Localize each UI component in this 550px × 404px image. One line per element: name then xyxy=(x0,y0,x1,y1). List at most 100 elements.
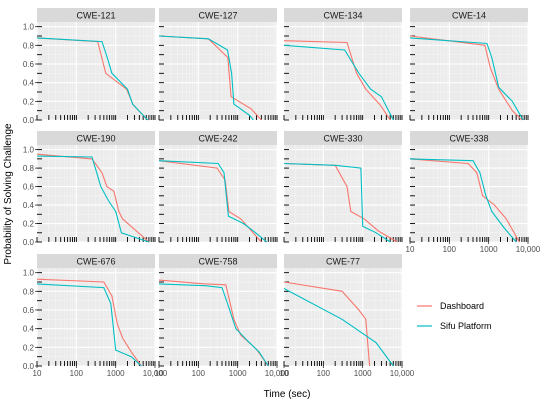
legend-label: Sifu Platform xyxy=(440,321,492,331)
facet-title: CWE-127 xyxy=(198,11,237,21)
x-tick-label: 100 xyxy=(317,369,331,378)
panel-background xyxy=(410,145,528,242)
facet-strip xyxy=(37,8,155,22)
sifu-platform-line xyxy=(36,155,150,243)
facet-panel: CWE-338 10 100 1000 10,000 xyxy=(406,131,541,254)
y-tick-label: 0.6 xyxy=(23,306,35,315)
facet-title: CWE-242 xyxy=(198,134,237,144)
panel-background xyxy=(37,22,155,120)
dashboard-line xyxy=(283,40,391,121)
facet-title: CWE-190 xyxy=(76,134,115,144)
panel-background xyxy=(284,22,402,120)
panel-background xyxy=(284,268,402,366)
x-tick-label: 10 xyxy=(155,369,164,378)
x-tick-label: 10,000 xyxy=(390,369,415,378)
facet-strip xyxy=(284,254,402,268)
y-tick-label: 0.6 xyxy=(23,183,35,192)
facet-title: CWE-14 xyxy=(452,11,486,21)
facet-strip xyxy=(284,8,402,22)
y-tick-label: 0.8 xyxy=(23,41,35,50)
facet-strip xyxy=(159,8,277,22)
x-tick-label: 10,000 xyxy=(265,369,290,378)
y-tick-label: 0.2 xyxy=(23,220,35,229)
sifu-platform-line xyxy=(283,44,394,121)
dashboard-line xyxy=(36,278,142,367)
facet-title: CWE-77 xyxy=(326,257,360,267)
facet-title: CWE-676 xyxy=(76,257,115,267)
facet-strip xyxy=(37,254,155,268)
facet-panel: CWE-330 xyxy=(283,131,403,243)
x-axis-title: Time (sec) xyxy=(264,389,311,400)
facet-title: CWE-758 xyxy=(198,257,237,267)
sifu-platform-line xyxy=(158,283,269,367)
sifu-platform-line xyxy=(283,288,394,367)
facet-strip xyxy=(159,131,277,145)
panel-background xyxy=(37,268,155,366)
facet-strip xyxy=(37,131,155,145)
facet-panel: CWE-14 xyxy=(409,8,529,121)
x-tick-label: 10 xyxy=(280,369,289,378)
panel-background xyxy=(410,22,528,120)
panel-background xyxy=(159,22,277,120)
sifu-platform-line xyxy=(409,37,524,121)
y-tick-label: 0.0 xyxy=(23,238,35,247)
x-tick-label: 10 xyxy=(33,369,42,378)
y-tick-label: 0.2 xyxy=(23,343,35,352)
panel-background xyxy=(37,145,155,242)
sifu-platform-line xyxy=(283,162,391,243)
y-tick-label: 0.4 xyxy=(23,79,35,88)
x-tick-label: 100 xyxy=(443,245,457,254)
x-tick-label: 10,000 xyxy=(143,369,168,378)
sifu-platform-line xyxy=(158,160,268,243)
dashboard-line xyxy=(409,158,520,243)
facet-title: CWE-134 xyxy=(323,11,362,21)
facet-strip xyxy=(410,8,528,22)
panel-background xyxy=(284,145,402,242)
y-tick-label: 0.0 xyxy=(23,362,35,371)
y-tick-label: 0.6 xyxy=(23,60,35,69)
facet-strip xyxy=(284,131,402,145)
y-tick-label: 0.4 xyxy=(23,325,35,334)
facet-panel: CWE-127 xyxy=(158,8,278,121)
panel-background xyxy=(159,145,277,242)
facet-panel: CWE-242 xyxy=(158,131,278,243)
panel-background xyxy=(159,268,277,366)
sifu-platform-line xyxy=(36,37,149,121)
x-tick-label: 10 xyxy=(406,245,415,254)
x-tick-label: 1000 xyxy=(480,245,498,254)
facet-title: CWE-338 xyxy=(449,134,488,144)
y-tick-label: 0.0 xyxy=(23,116,35,125)
facet-panel: CWE-758 10 100 1000 10,000 xyxy=(155,254,290,378)
y-axis-title: Probability of Solving Challenge xyxy=(3,123,14,265)
x-tick-label: 1000 xyxy=(229,369,247,378)
facet-panel: CWE-77 10 100 1000 10,000 xyxy=(280,254,415,378)
facet-strip xyxy=(159,254,277,268)
sifu-platform-line xyxy=(158,35,254,121)
y-tick-label: 0.8 xyxy=(23,164,35,173)
facet-title: CWE-121 xyxy=(76,11,115,21)
sifu-platform-line xyxy=(36,283,142,367)
dashboard-line xyxy=(283,281,371,367)
facet-panel: CWE-134 xyxy=(283,8,403,121)
x-tick-label: 100 xyxy=(70,369,84,378)
x-tick-label: 1000 xyxy=(107,369,125,378)
y-tick-label: 0.2 xyxy=(23,97,35,106)
y-tick-label: 1.0 xyxy=(23,23,35,32)
facet-panel: CWE-676 0.0 0.2 0.4 0.6 0.8 1.0 10 100 1000 10,000 xyxy=(23,254,168,378)
x-tick-label: 10,000 xyxy=(516,245,541,254)
facet-panel: CWE-121 0.0 0.2 0.4 0.6 0.8 1.0 xyxy=(23,8,156,125)
y-tick-label: 0.8 xyxy=(23,287,35,296)
x-tick-label: 100 xyxy=(192,369,206,378)
y-tick-label: 0.4 xyxy=(23,201,35,210)
facet-panel: CWE-190 0.0 0.2 0.4 0.6 0.8 1.0 xyxy=(23,131,156,247)
x-tick-label: 1000 xyxy=(354,369,372,378)
facet-title: CWE-330 xyxy=(323,134,362,144)
y-tick-label: 1.0 xyxy=(23,269,35,278)
sifu-platform-line xyxy=(409,158,517,243)
legend: Dashboard Sifu Platform xyxy=(417,301,492,331)
legend-label: Dashboard xyxy=(440,301,484,311)
facet-strip xyxy=(410,131,528,145)
y-tick-label: 1.0 xyxy=(23,146,35,155)
